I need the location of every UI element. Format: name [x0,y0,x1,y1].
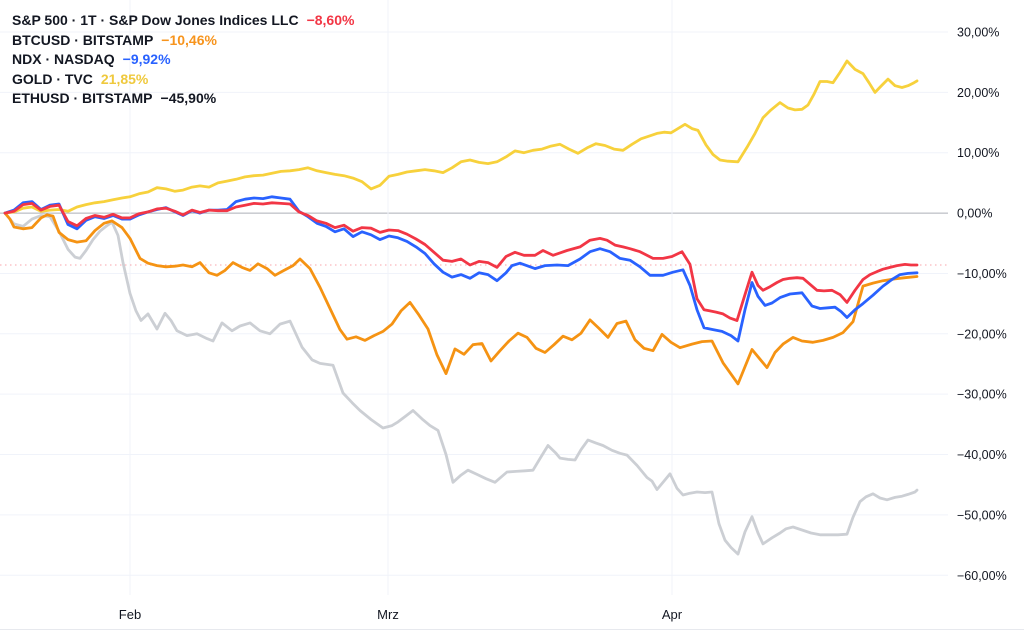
legend-item-ethusd[interactable]: ETHUSD · BITSTAMP −45,90% [12,89,354,109]
legend-symbol-title: NDX · NASDAQ [12,51,115,67]
legend-change-value: 21,85% [100,70,149,87]
time-axis[interactable] [0,600,1024,636]
legend-symbol-title: BTCUSD · BITSTAMP [12,31,154,48]
legend-change-value: −10,46% [161,31,217,48]
series-line-btcusd [3,211,919,386]
y-axis-label: 0,00% [957,207,992,221]
legend-change-value: −9,92% [122,51,171,67]
series-line-sp500 [3,201,919,322]
price-axis[interactable] [952,0,1024,600]
chart-legend: S&P 500 · 1T · S&P Dow Jones Indices LLC… [12,11,354,109]
x-axis-label: Mrz [377,607,399,622]
legend-change-value: −8,60% [306,12,355,28]
legend-symbol-title: ETHUSD · BITSTAMP [12,90,153,106]
x-axis-label: Apr [662,607,683,622]
legend-symbol-title: S&P 500 · 1T · S&P Dow Jones Indices LLC [12,12,299,28]
y-axis-label: −60,00% [957,569,1007,583]
series-line-gold [3,59,919,215]
legend-item-gold[interactable]: GOLD · TVC 21,85% [12,70,354,90]
y-axis-label: 10,00% [957,146,999,160]
y-axis-label: −30,00% [957,388,1007,402]
y-axis-label: −40,00% [957,448,1007,462]
y-axis-label: −20,00% [957,327,1007,341]
legend-symbol-title: GOLD · TVC [12,70,93,87]
series-line-ethusd [3,211,919,556]
x-axis-label: Feb [119,607,141,622]
legend-change-value: −45,90% [160,90,217,106]
y-axis-label: −50,00% [957,508,1007,522]
legend-item-btcusd[interactable]: BTCUSD · BITSTAMP −10,46% [12,31,354,51]
legend-item-sp500[interactable]: S&P 500 · 1T · S&P Dow Jones Indices LLC… [12,11,354,31]
y-axis-label: 20,00% [957,86,999,100]
legend-item-ndx[interactable]: NDX · NASDAQ −9,92% [12,50,354,70]
y-axis-label: −10,00% [957,267,1007,281]
y-axis-label: 30,00% [957,25,999,39]
